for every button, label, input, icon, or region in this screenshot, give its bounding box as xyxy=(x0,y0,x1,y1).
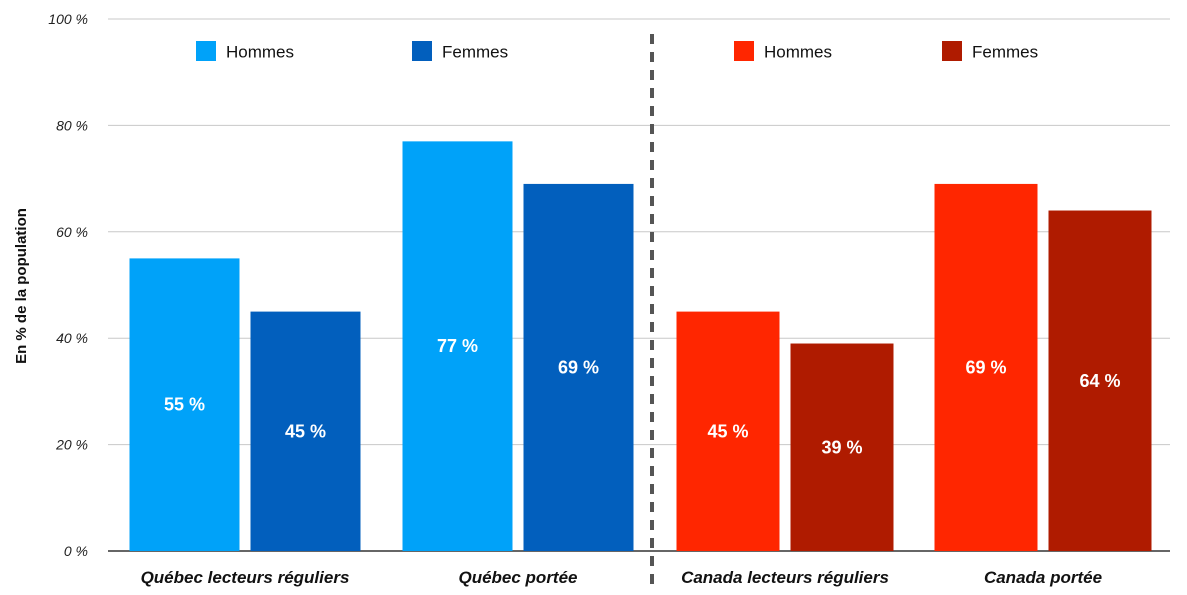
legend: Hommes Femmes Hommes Femmes xyxy=(196,41,1038,62)
y-tick-label: 60 % xyxy=(56,224,88,240)
bar-femmes-1 xyxy=(523,183,634,552)
legend-swatch xyxy=(196,41,216,61)
category-label: Canada portée xyxy=(984,568,1102,587)
y-axis-ticks: 0 % 20 % 40 % 60 % 80 % 100 % xyxy=(48,11,88,559)
legend-label: Femmes xyxy=(442,43,508,62)
bar-hommes-2 xyxy=(676,311,780,551)
bar-value-label: 45 % xyxy=(707,421,748,441)
bars: 55 % 45 % 77 % 69 % 45 % 39 % 69 % 64 % xyxy=(129,141,1152,552)
category-label: Canada lecteurs réguliers xyxy=(681,568,889,587)
y-tick-label: 40 % xyxy=(56,330,88,346)
bar-femmes-3 xyxy=(1048,210,1152,551)
bar-value-label: 69 % xyxy=(558,357,599,377)
bar-value-label: 69 % xyxy=(965,357,1006,377)
bar-hommes-0 xyxy=(129,258,240,551)
category-label: Québec lecteurs réguliers xyxy=(141,568,350,587)
y-tick-label: 20 % xyxy=(55,437,88,453)
bar-femmes-0 xyxy=(250,311,361,551)
bar-value-label: 39 % xyxy=(821,437,862,457)
category-labels: Québec lecteurs réguliers Québec portée Ca… xyxy=(141,568,1102,587)
bar-hommes-3 xyxy=(934,183,1038,552)
legend-swatch xyxy=(734,41,754,61)
bar-femmes-2 xyxy=(790,343,894,551)
legend-label: Hommes xyxy=(764,43,832,62)
y-axis-label: En % de la population xyxy=(13,208,30,364)
legend-label: Hommes xyxy=(226,43,294,62)
legend-label: Femmes xyxy=(972,43,1038,62)
bar-hommes-1 xyxy=(402,141,513,552)
bar-value-label: 55 % xyxy=(164,395,205,415)
y-tick-label: 80 % xyxy=(56,117,88,133)
category-label: Québec portée xyxy=(458,568,577,587)
bar-value-label: 77 % xyxy=(437,336,478,356)
bar-value-label: 45 % xyxy=(285,421,326,441)
bar-value-label: 64 % xyxy=(1079,371,1120,391)
legend-swatch xyxy=(942,41,962,61)
y-tick-label: 100 % xyxy=(48,11,88,27)
y-tick-label: 0 % xyxy=(64,543,88,559)
legend-swatch xyxy=(412,41,432,61)
